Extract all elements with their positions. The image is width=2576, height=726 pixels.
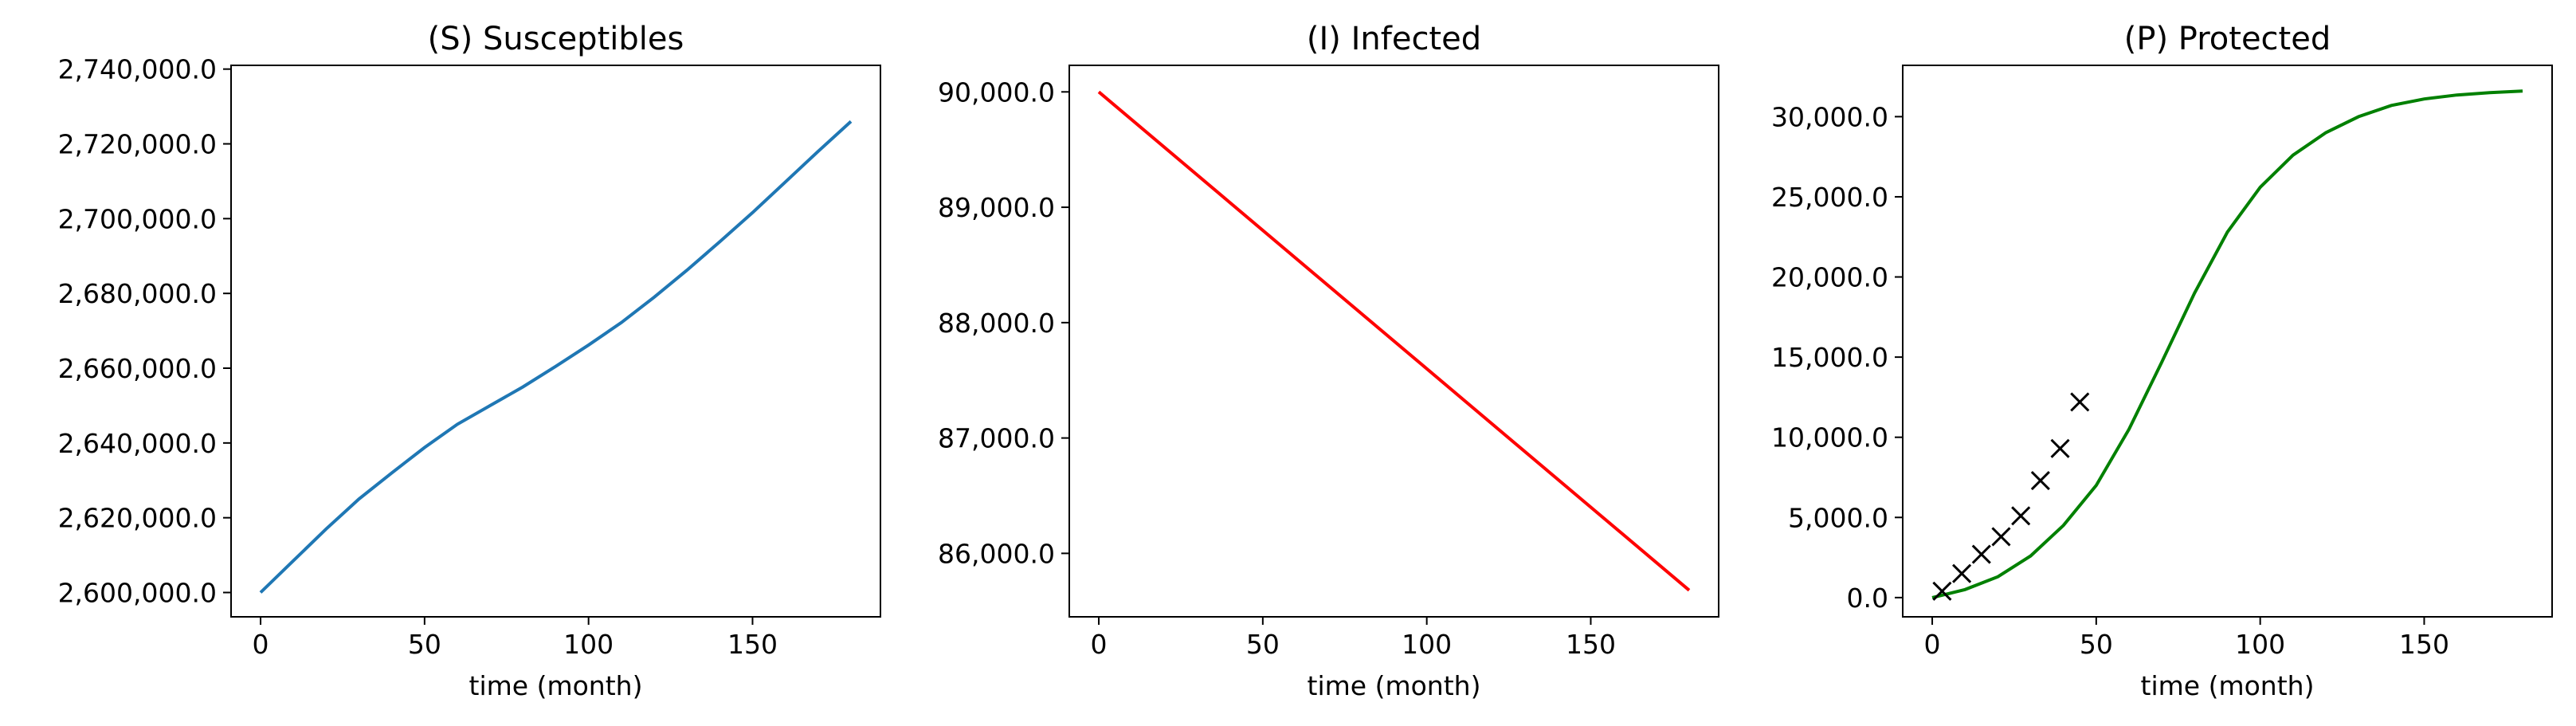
x-tick-label: 100 bbox=[563, 629, 614, 660]
x-axis-label: time (month) bbox=[469, 670, 643, 701]
plot-frame bbox=[230, 65, 881, 618]
y-tick-label: 2,640,000.0 bbox=[58, 428, 217, 459]
plot-frame bbox=[1068, 65, 1719, 618]
chart-panel-1: (S) Susceptibles 0 50 100 150 2,600,000.0 2,62… bbox=[58, 21, 881, 701]
x-tick-label: 0 bbox=[1924, 629, 1941, 660]
y-tick-label: 30,000.0 bbox=[1771, 101, 1888, 132]
chart-title: (P) Protected bbox=[2124, 21, 2331, 57]
data-point-marker bbox=[1952, 563, 1972, 583]
series-line bbox=[259, 120, 853, 594]
x-tick-label: 50 bbox=[2080, 629, 2113, 660]
y-tick-label: 2,720,000.0 bbox=[58, 129, 217, 160]
y-tick-label: 2,600,000.0 bbox=[58, 578, 217, 609]
data-point-marker bbox=[2030, 470, 2050, 491]
data-point-marker bbox=[2011, 506, 2031, 526]
y-tick-label: 2,740,000.0 bbox=[58, 54, 217, 85]
chart-panel-3: (P) Protected 0 50 100 150 0.0 5,000.0 10,000.0… bbox=[1771, 21, 2553, 701]
y-tick-label: 5,000.0 bbox=[1788, 502, 1888, 533]
y-tick-label: 2,660,000.0 bbox=[58, 353, 217, 384]
x-tick-label: 150 bbox=[1566, 629, 1616, 660]
x-tick-label: 100 bbox=[2235, 629, 2285, 660]
data-point-marker bbox=[2050, 438, 2070, 458]
series-line bbox=[1931, 89, 2523, 599]
plot-frame bbox=[1902, 65, 2553, 618]
x-axis-label: time (month) bbox=[1308, 670, 1481, 701]
x-tick-label: 150 bbox=[2399, 629, 2449, 660]
data-point-marker bbox=[1971, 544, 1991, 564]
y-tick-label: 87,000.0 bbox=[938, 423, 1055, 454]
y-tick-label: 2,680,000.0 bbox=[58, 278, 217, 309]
y-tick-label: 10,000.0 bbox=[1771, 422, 1888, 453]
x-tick-label: 50 bbox=[1246, 629, 1280, 660]
chart-panel-2: (I) Infected 0 50 100 150 86,000.0 87,000.0 88,… bbox=[938, 21, 1719, 701]
y-tick-label: 2,620,000.0 bbox=[58, 503, 217, 534]
chart-title: (S) Susceptibles bbox=[428, 21, 684, 57]
y-tick-label: 90,000.0 bbox=[938, 77, 1055, 108]
data-point-marker bbox=[1932, 581, 1952, 601]
x-tick-label: 50 bbox=[408, 629, 441, 660]
x-tick-label: 150 bbox=[727, 629, 778, 660]
data-point-marker bbox=[1991, 527, 2011, 547]
y-tick-label: 88,000.0 bbox=[938, 308, 1055, 339]
data-point-marker bbox=[2070, 392, 2090, 412]
y-tick-label: 15,000.0 bbox=[1771, 342, 1888, 373]
y-tick-label: 2,700,000.0 bbox=[58, 203, 217, 234]
x-tick-label: 0 bbox=[253, 629, 269, 660]
x-axis-label: time (month) bbox=[2141, 670, 2315, 701]
y-tick-label: 20,000.0 bbox=[1771, 262, 1888, 293]
y-tick-label: 0.0 bbox=[1847, 583, 1888, 614]
y-tick-label: 25,000.0 bbox=[1771, 182, 1888, 213]
x-tick-label: 0 bbox=[1091, 629, 1108, 660]
y-tick-label: 89,000.0 bbox=[938, 192, 1055, 223]
chart-title: (I) Infected bbox=[1307, 21, 1481, 57]
series-line bbox=[1097, 90, 1691, 592]
x-tick-label: 100 bbox=[1402, 629, 1452, 660]
y-tick-label: 86,000.0 bbox=[938, 538, 1055, 569]
